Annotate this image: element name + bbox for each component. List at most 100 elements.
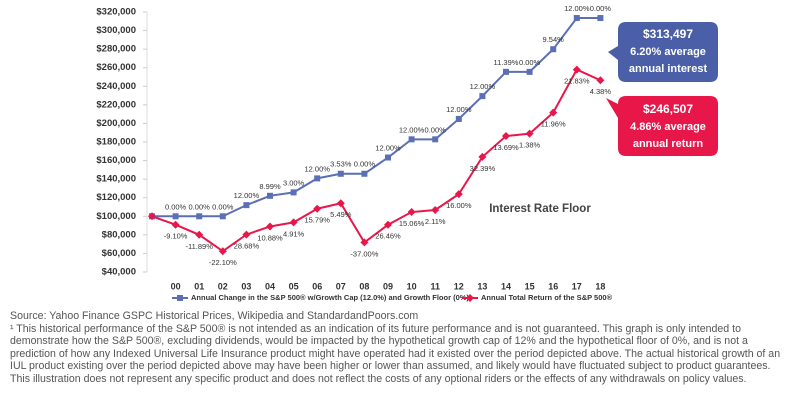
x-tick-label: 16 — [548, 281, 558, 291]
point — [454, 190, 463, 199]
y-tick-label: $320,000 — [96, 7, 136, 18]
point — [408, 136, 415, 143]
point-label: 5.49% — [330, 210, 352, 219]
point-label: 32.39% — [470, 164, 496, 173]
x-tick-label: 10 — [407, 281, 417, 291]
point — [243, 202, 250, 209]
point-label: 28.68% — [234, 242, 260, 251]
x-tick-label: 09 — [383, 281, 393, 291]
annotation: Interest Rate Floor — [489, 203, 591, 215]
y-tick-label: $280,000 — [96, 44, 136, 55]
point — [479, 93, 486, 100]
callout-text: $313,497 — [643, 27, 693, 41]
point — [385, 154, 391, 161]
x-tick-label: 02 — [218, 281, 228, 291]
point-label: 12.00% — [304, 164, 330, 173]
y-tick-label: $240,000 — [96, 81, 136, 92]
point — [290, 189, 297, 196]
x-tick-label: 15 — [525, 281, 535, 291]
point-label: 26.46% — [375, 232, 401, 241]
callout-text: $246,507 — [643, 102, 693, 116]
x-tick-label: 06 — [312, 281, 322, 291]
callout-text: annual interest — [629, 63, 708, 75]
point-label: 2.11% — [425, 217, 446, 226]
point — [314, 175, 321, 182]
y-tick-label: $300,000 — [96, 25, 136, 36]
x-tick-label: 12 — [454, 281, 464, 291]
y-tick-label: $60,000 — [102, 248, 136, 259]
point-label: 0.00% — [590, 4, 612, 13]
y-tick-label: $120,000 — [96, 192, 136, 203]
y-tick-label: $200,000 — [96, 118, 136, 129]
y-tick-label: $140,000 — [96, 174, 136, 185]
point-label: 15.06% — [399, 219, 425, 228]
x-tick-label: 05 — [289, 281, 299, 291]
point-label: 12.00% — [446, 105, 472, 114]
point-label: 0.00% — [165, 202, 187, 211]
point-label: 0.00% — [212, 202, 234, 211]
point — [266, 222, 274, 231]
point — [289, 218, 298, 227]
point-label: -37.00% — [350, 249, 378, 258]
point — [361, 170, 368, 177]
point — [597, 15, 604, 22]
point — [336, 199, 345, 208]
x-tick-label: 18 — [595, 281, 605, 291]
y-tick-label: $40,000 — [102, 267, 136, 278]
point — [502, 132, 510, 141]
point — [360, 238, 369, 247]
x-tick-label: 13 — [477, 281, 487, 291]
point-label: 8.99% — [259, 182, 281, 191]
point-label: 4.91% — [283, 229, 305, 238]
point — [573, 15, 580, 22]
point — [550, 46, 557, 53]
point — [432, 136, 439, 143]
notes: Source: Yahoo Finance GSPC Historical Pr… — [10, 310, 782, 386]
footnote: ¹ This historical performance of the S&P… — [10, 322, 781, 385]
y-tick-label: $180,000 — [96, 137, 136, 148]
point-label: 0.00% — [519, 58, 541, 67]
point-label: 1.38% — [519, 141, 541, 150]
point-label: 12.00% — [234, 191, 260, 200]
point — [242, 230, 251, 239]
point — [455, 115, 462, 122]
callout-box — [606, 96, 718, 156]
point — [572, 65, 581, 74]
point-label: 4.38% — [590, 87, 612, 96]
point — [172, 213, 179, 220]
point — [267, 192, 273, 199]
point-label: 13.69% — [493, 143, 519, 152]
series-line — [152, 17, 601, 218]
point — [407, 208, 416, 217]
y-tick-label: $160,000 — [96, 155, 136, 166]
point-label: 0.00% — [354, 160, 376, 169]
point-label: 21.83% — [564, 77, 590, 86]
y-tick-label: $100,000 — [96, 211, 136, 222]
x-tick-label: 01 — [194, 281, 204, 291]
point-label: 9.54% — [543, 35, 565, 44]
point — [384, 220, 392, 229]
point-label: 0.00% — [425, 125, 447, 134]
point — [196, 213, 203, 220]
point — [313, 204, 322, 213]
legend-label: Annual Total Return of the S&P 500® — [481, 293, 613, 302]
point — [431, 205, 440, 214]
point-label: 12.00% — [399, 125, 425, 134]
y-tick-label: $80,000 — [102, 229, 136, 240]
point — [526, 68, 533, 75]
x-tick-label: 03 — [241, 281, 251, 291]
legend-label: Annual Change in the S&P 500® w/Growth C… — [191, 293, 469, 302]
point-label: 11.96% — [541, 120, 566, 129]
series-line — [151, 68, 601, 253]
legend-marker — [177, 295, 183, 301]
point — [148, 212, 156, 221]
point-label: 3.00% — [283, 178, 305, 187]
x-tick-label: 11 — [430, 281, 440, 291]
legend-marker — [466, 294, 474, 302]
point-label: 16.00% — [446, 201, 472, 210]
point-label: 12.00% — [375, 144, 401, 153]
point — [478, 152, 487, 161]
point-label: -11.89% — [186, 242, 214, 251]
point-label: 12.00% — [564, 4, 590, 13]
point — [218, 247, 227, 256]
